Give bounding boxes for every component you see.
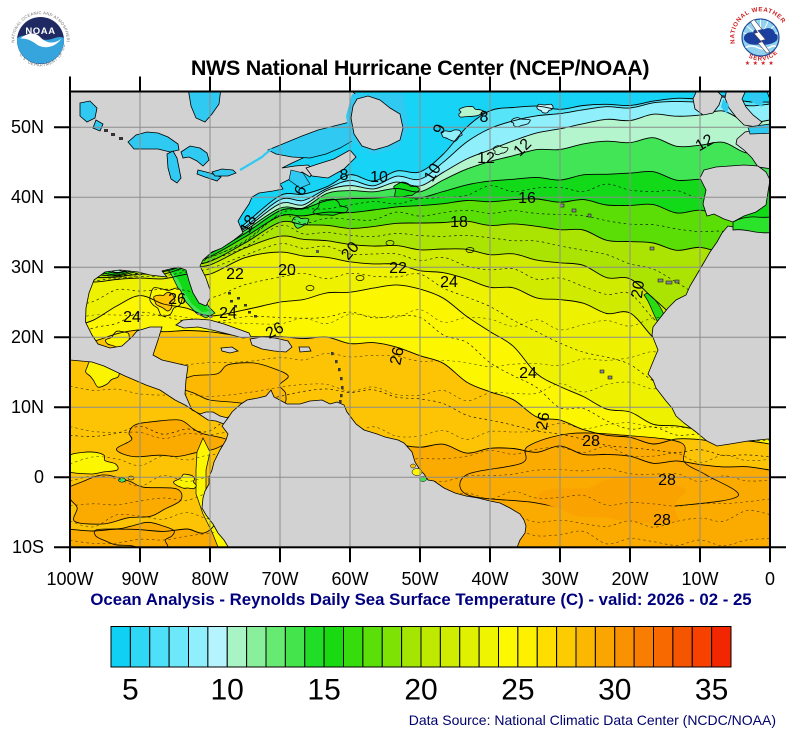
svg-text:5: 5 bbox=[122, 674, 139, 707]
svg-text:Data Source: National Climatic: Data Source: National Climatic Data Cent… bbox=[409, 712, 776, 728]
svg-text:20: 20 bbox=[278, 262, 296, 279]
svg-text:22: 22 bbox=[389, 260, 407, 277]
svg-text:26: 26 bbox=[168, 291, 186, 308]
svg-text:15: 15 bbox=[307, 674, 340, 707]
svg-text:24: 24 bbox=[219, 305, 237, 322]
svg-text:40N: 40N bbox=[11, 187, 44, 207]
svg-text:18: 18 bbox=[450, 214, 468, 231]
svg-text:16: 16 bbox=[518, 190, 536, 207]
svg-text:25: 25 bbox=[501, 674, 534, 707]
svg-text:35: 35 bbox=[695, 674, 728, 707]
svg-text:10: 10 bbox=[211, 674, 244, 707]
svg-text:90W: 90W bbox=[121, 569, 158, 589]
svg-text:20W: 20W bbox=[611, 569, 648, 589]
svg-text:18: 18 bbox=[237, 212, 260, 235]
svg-text:20: 20 bbox=[404, 674, 437, 707]
svg-text:24: 24 bbox=[123, 309, 141, 326]
svg-text:10N: 10N bbox=[11, 397, 44, 417]
svg-text:NOAA: NOAA bbox=[25, 26, 55, 37]
svg-text:70W: 70W bbox=[261, 569, 298, 589]
svg-text:12: 12 bbox=[477, 150, 495, 167]
svg-text:100W: 100W bbox=[46, 569, 93, 589]
svg-text:24: 24 bbox=[519, 365, 537, 382]
svg-text:NWS National Hurricane Center: NWS National Hurricane Center (NCEP/NOAA… bbox=[191, 56, 650, 80]
svg-text:Ocean Analysis - Reynolds Dail: Ocean Analysis - Reynolds Daily Sea Surf… bbox=[90, 590, 751, 609]
svg-text:★★★★: ★★★★ bbox=[745, 60, 777, 67]
svg-text:10: 10 bbox=[370, 169, 388, 186]
svg-text:26: 26 bbox=[263, 319, 287, 342]
svg-text:30W: 30W bbox=[541, 569, 578, 589]
svg-text:26: 26 bbox=[534, 411, 554, 432]
svg-text:12: 12 bbox=[693, 131, 717, 155]
svg-text:28: 28 bbox=[653, 512, 671, 529]
svg-text:8: 8 bbox=[480, 109, 489, 126]
svg-text:80W: 80W bbox=[191, 569, 228, 589]
svg-text:28: 28 bbox=[658, 472, 676, 489]
svg-text:10W: 10W bbox=[681, 569, 718, 589]
svg-text:0: 0 bbox=[765, 569, 775, 589]
svg-text:60W: 60W bbox=[331, 569, 368, 589]
svg-text:8: 8 bbox=[340, 167, 349, 184]
svg-text:20: 20 bbox=[629, 279, 648, 299]
svg-text:50N: 50N bbox=[11, 117, 44, 137]
svg-text:28: 28 bbox=[582, 433, 600, 450]
svg-text:26: 26 bbox=[387, 345, 407, 366]
svg-text:22: 22 bbox=[226, 266, 244, 283]
svg-text:10S: 10S bbox=[12, 537, 44, 557]
svg-text:40W: 40W bbox=[471, 569, 508, 589]
svg-text:30N: 30N bbox=[11, 257, 44, 277]
svg-text:10: 10 bbox=[421, 161, 445, 185]
svg-text:0: 0 bbox=[34, 467, 44, 487]
svg-text:24: 24 bbox=[440, 274, 458, 291]
svg-text:20N: 20N bbox=[11, 327, 44, 347]
svg-text:30: 30 bbox=[598, 674, 631, 707]
svg-text:50W: 50W bbox=[401, 569, 438, 589]
